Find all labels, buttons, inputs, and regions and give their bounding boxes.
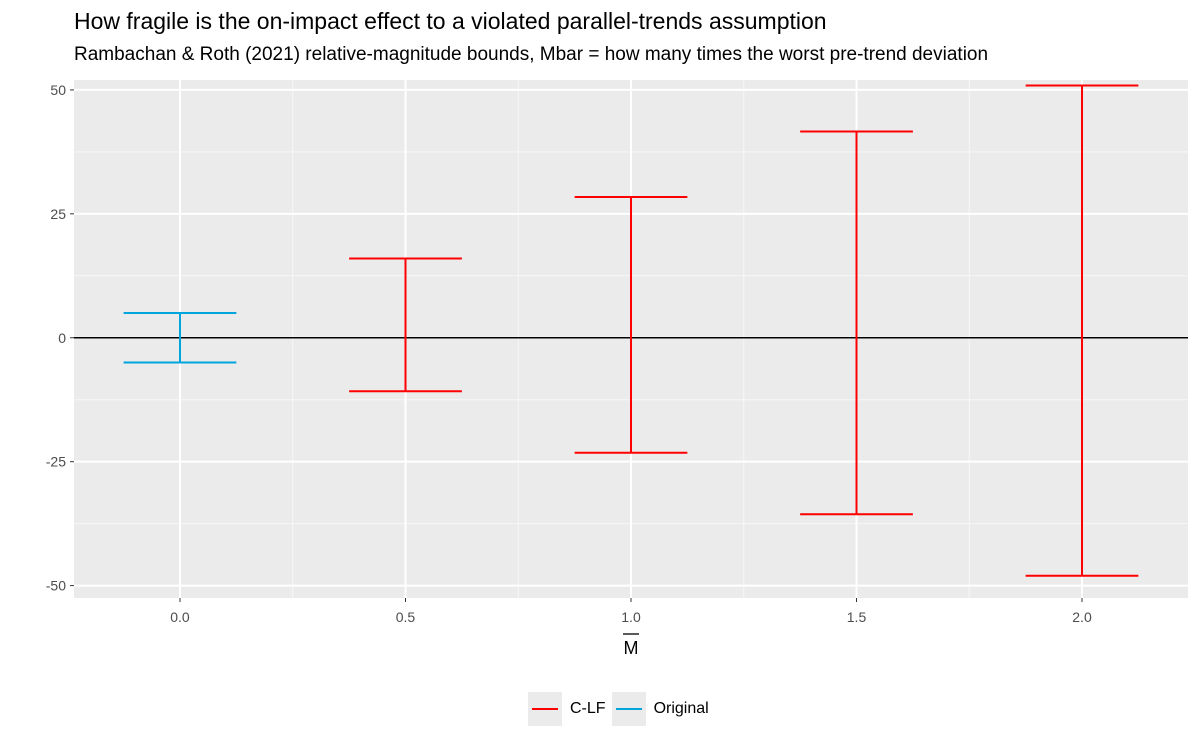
legend-label: C-LF xyxy=(570,700,606,717)
x-tick-label: 2.0 xyxy=(1072,609,1092,625)
x-axis-title: M xyxy=(624,638,639,658)
legend-key-line xyxy=(615,708,642,710)
y-tick-label: 50 xyxy=(50,82,66,98)
y-tick-label: -50 xyxy=(46,578,66,594)
chart-title: How fragile is the on-impact effect to a… xyxy=(74,8,827,34)
legend-key xyxy=(528,692,562,726)
legend-key-line xyxy=(532,708,558,710)
x-tick-label: 0.5 xyxy=(396,609,416,625)
y-tick-label: 25 xyxy=(50,206,66,222)
errorbar-original xyxy=(123,311,237,364)
y-tick-label: 0 xyxy=(58,330,66,346)
x-tick-label: 0.0 xyxy=(170,609,190,625)
legend-item-c-lf: C-LF xyxy=(528,692,606,726)
y-axis: -50 -25 0 25 50 xyxy=(46,82,74,594)
legend-key xyxy=(611,692,646,726)
y-tick-label: -25 xyxy=(46,454,66,470)
x-tick-label: 1.0 xyxy=(621,609,641,625)
x-tick-label: 1.5 xyxy=(847,609,867,625)
errorbar-c-lf xyxy=(349,257,462,393)
chart-subtitle: Rambachan & Roth (2021) relative-magnitu… xyxy=(74,44,989,65)
x-axis: 0.0 0.5 1.0 1.5 2.0 xyxy=(170,598,1092,625)
errorbar-c-lf xyxy=(800,130,913,516)
error-bars xyxy=(123,84,1139,577)
legend: C-LF Original xyxy=(528,692,715,726)
errorbar-c-lf xyxy=(1025,84,1139,577)
errorbar-c-lf xyxy=(574,195,688,454)
legend-item-original: Original xyxy=(611,692,709,726)
legend-label: Original xyxy=(653,700,709,717)
